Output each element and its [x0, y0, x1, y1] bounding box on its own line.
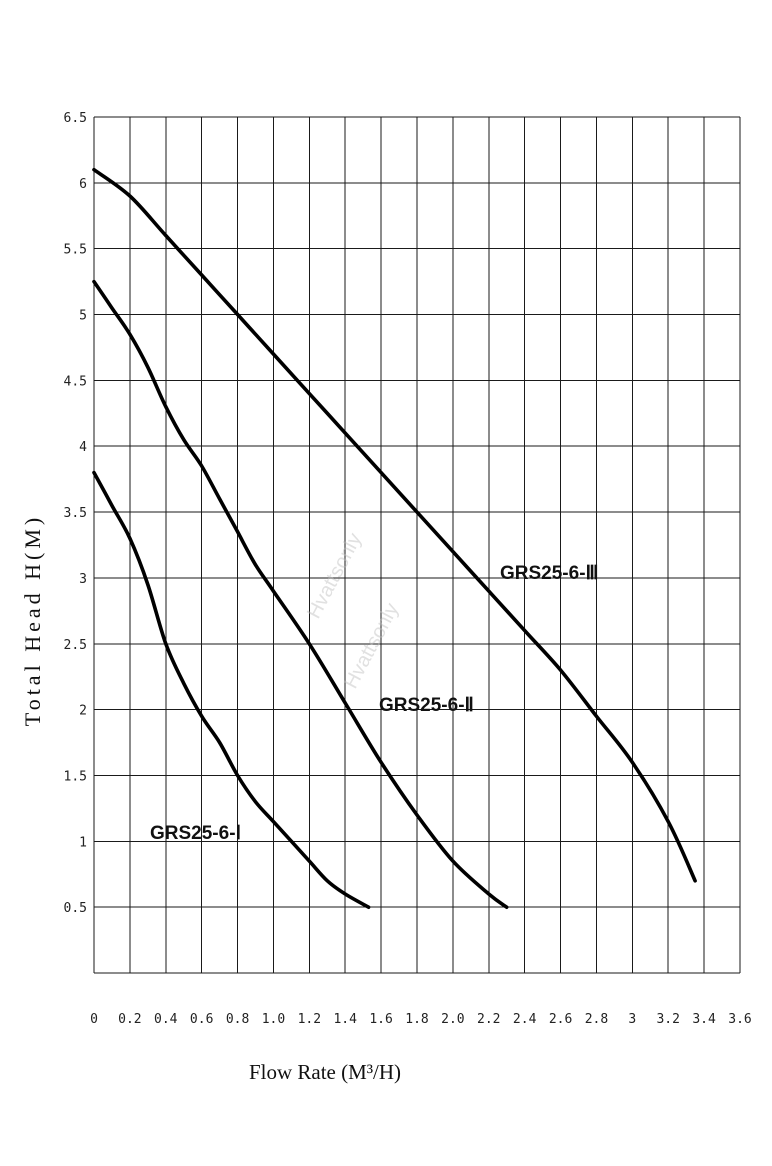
x-tick-label: 1.8 — [405, 1012, 428, 1027]
curve-grs25-6-ii — [92, 279, 509, 909]
y-tick-label: 3 — [79, 572, 87, 587]
performance-curves — [92, 167, 697, 909]
x-tick-label: 2.8 — [585, 1012, 608, 1027]
x-tick-label: 3.6 — [728, 1012, 751, 1027]
y-tick-label: 5.5 — [64, 243, 87, 258]
curve-grs25-6-iii — [92, 167, 697, 883]
x-tick-label: 0.4 — [154, 1012, 178, 1027]
y-tick-label: 1.5 — [64, 769, 87, 784]
series-label-grs25-6-ii: GRS25-6-Ⅱ — [379, 695, 474, 716]
y-tick-label: 4.5 — [64, 374, 87, 389]
y-tick-label: 4 — [79, 440, 87, 455]
y-tick-label: 2 — [79, 704, 87, 719]
x-tick-label: 2.6 — [549, 1012, 572, 1027]
watermark-text-2: Hvattsonly — [340, 600, 403, 693]
y-tick-label: 6.5 — [64, 111, 87, 126]
y-tick-label: 0.5 — [64, 901, 87, 916]
x-tick-label: 1.6 — [369, 1012, 392, 1027]
y-tick-label: 5 — [79, 309, 87, 324]
x-tick-label: 1.4 — [333, 1012, 357, 1027]
x-tick-label: 0 — [90, 1012, 98, 1027]
x-axis-title: Flow Rate (M³/H) — [249, 1060, 401, 1084]
x-tick-label: 3.2 — [656, 1012, 679, 1027]
y-tick-label: 6 — [79, 177, 87, 192]
x-tick-label: 2.0 — [441, 1012, 464, 1027]
axis-ticks: 0 0.2 0.4 0.6 0.8 1.0 1.2 1.4 1.6 1.8 2.0 2.2 2.4 2.6… — [64, 111, 752, 1027]
y-axis-title: Total Head H(M) — [20, 514, 45, 726]
chart-grid — [93, 116, 741, 974]
x-tick-label: 3.4 — [692, 1012, 716, 1027]
y-tick-label: 1 — [79, 835, 87, 850]
x-tick-label: 1.0 — [262, 1012, 285, 1027]
curve-grs25-6-i — [92, 470, 371, 909]
watermark-text: Hvattsonly — [303, 530, 366, 623]
y-tick-label: 2.5 — [64, 638, 87, 653]
x-tick-label: 2.4 — [513, 1012, 537, 1027]
series-label-grs25-6-i: GRS25-6-Ⅰ — [150, 823, 241, 844]
x-tick-label: 3 — [628, 1012, 636, 1027]
x-tick-label: 2.2 — [477, 1012, 500, 1027]
series-label-grs25-6-iii: GRS25-6-Ⅲ — [500, 563, 599, 584]
x-tick-label: 1.2 — [298, 1012, 321, 1027]
y-tick-label: 3.5 — [64, 506, 87, 521]
x-tick-label: 0.2 — [118, 1012, 141, 1027]
x-tick-label: 0.8 — [226, 1012, 249, 1027]
x-tick-label: 0.6 — [190, 1012, 213, 1027]
